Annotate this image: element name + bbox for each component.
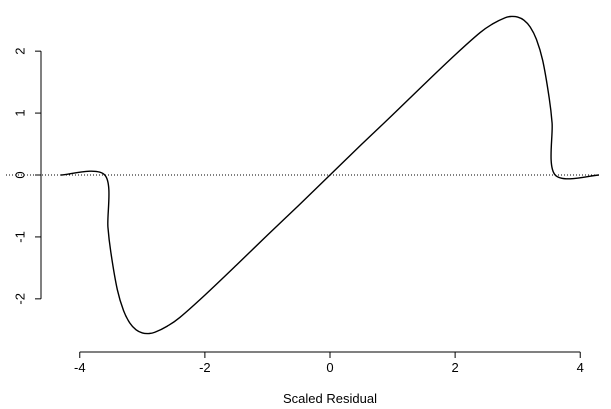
x-tick-label: -2 <box>199 360 211 375</box>
y-tick-label: -2 <box>13 293 28 305</box>
x-tick-label: 4 <box>577 360 584 375</box>
y-tick-label: 0 <box>13 171 28 178</box>
y-axis: -2 -1 0 1 2 <box>13 48 42 305</box>
x-axis: -4 -2 0 2 4 <box>74 351 584 375</box>
x-tick-label: -4 <box>74 360 86 375</box>
y-tick-label: 2 <box>13 48 28 55</box>
y-tick-label: -1 <box>13 231 28 243</box>
y-tick-label: 1 <box>13 109 28 116</box>
x-axis-title: Scaled Residual <box>283 391 377 406</box>
series-line <box>60 15 600 335</box>
x-tick-label: 0 <box>326 360 333 375</box>
x-tick-label: 2 <box>451 360 458 375</box>
